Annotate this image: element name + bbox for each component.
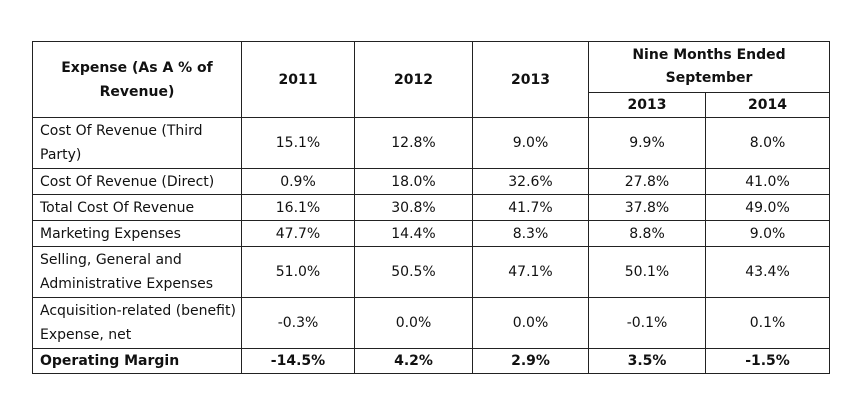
row-value: 27.8% xyxy=(588,168,706,195)
row-value: 8.0% xyxy=(704,117,831,169)
table-row: Marketing Expenses 47.7% 14.4% 8.3% 8.8%… xyxy=(32,220,831,247)
row-value: 51.0% xyxy=(241,246,355,298)
row-value: 14.4% xyxy=(354,220,473,247)
row-value: 0.0% xyxy=(354,297,473,349)
row-value: -14.5% xyxy=(241,348,355,374)
row-value: 2.9% xyxy=(472,348,589,374)
row-value: 41.0% xyxy=(704,168,831,195)
row-label: Total Cost Of Revenue xyxy=(32,194,242,221)
row-label: Operating Margin xyxy=(32,348,242,374)
row-value: 0.1% xyxy=(704,297,831,349)
row-value: 8.3% xyxy=(472,220,589,247)
header-nine-months-group: Nine Months Ended September xyxy=(587,41,831,93)
row-value: 9.0% xyxy=(704,220,831,247)
row-value: 49.0% xyxy=(704,194,831,221)
row-value: 4.2% xyxy=(354,348,473,374)
header-year-2013: 2013 xyxy=(472,41,589,118)
row-value: -1.5% xyxy=(704,348,831,374)
row-value: 16.1% xyxy=(241,194,355,221)
row-value: 43.4% xyxy=(704,246,831,298)
table-row: Cost Of Revenue (Third Party) 15.1% 12.8… xyxy=(32,117,831,169)
row-value: 18.0% xyxy=(354,168,473,195)
row-value: 37.8% xyxy=(588,194,706,221)
table-row: Acquisition-related (benefit) Expense, n… xyxy=(32,297,831,349)
row-value: 0.9% xyxy=(241,168,355,195)
row-label: Acquisition-related (benefit) Expense, n… xyxy=(32,297,242,349)
row-value: 32.6% xyxy=(472,168,589,195)
row-label: Cost Of Revenue (Third Party) xyxy=(32,117,242,169)
table-row: Cost Of Revenue (Direct) 0.9% 18.0% 32.6… xyxy=(32,168,831,195)
row-value: 30.8% xyxy=(354,194,473,221)
row-label: Marketing Expenses xyxy=(32,220,242,247)
table-row: Total Cost Of Revenue 16.1% 30.8% 41.7% … xyxy=(32,194,831,221)
row-value: -0.3% xyxy=(241,297,355,349)
row-value: 0.0% xyxy=(472,297,589,349)
row-value: -0.1% xyxy=(588,297,706,349)
header-nine-months-2013: 2013 xyxy=(588,92,706,118)
header-year-2012: 2012 xyxy=(354,41,473,118)
row-value: 15.1% xyxy=(241,117,355,169)
row-value: 50.1% xyxy=(588,246,706,298)
row-value: 47.7% xyxy=(241,220,355,247)
expense-table: Expense (As A % of Revenue) 2011 2012 20… xyxy=(32,41,831,374)
row-label: Selling, General and Administrative Expe… xyxy=(32,246,242,298)
header-nine-months-2014: 2014 xyxy=(704,92,831,118)
row-value: 12.8% xyxy=(354,117,473,169)
row-value: 9.0% xyxy=(472,117,589,169)
row-value: 47.1% xyxy=(472,246,589,298)
row-label: Cost Of Revenue (Direct) xyxy=(32,168,242,195)
header-year-2011: 2011 xyxy=(241,41,355,118)
row-value: 8.8% xyxy=(588,220,706,247)
row-value: 50.5% xyxy=(354,246,473,298)
header-expense-label: Expense (As A % of Revenue) xyxy=(32,41,242,118)
table-row-operating-margin: Operating Margin -14.5% 4.2% 2.9% 3.5% -… xyxy=(32,348,831,374)
table-row: Selling, General and Administrative Expe… xyxy=(32,246,831,298)
row-value: 41.7% xyxy=(472,194,589,221)
row-value: 3.5% xyxy=(588,348,706,374)
row-value: 9.9% xyxy=(588,117,706,169)
